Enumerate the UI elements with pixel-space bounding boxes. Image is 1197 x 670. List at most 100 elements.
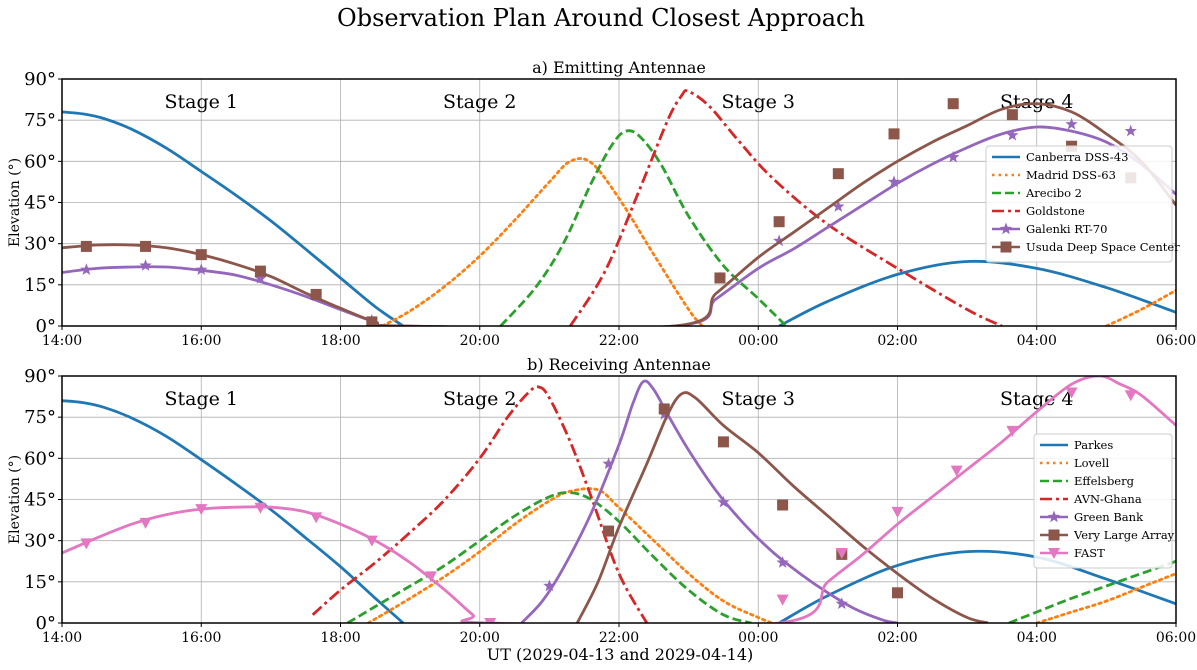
y-tick-label: 90° <box>24 69 56 90</box>
y-tick-label: 90° <box>24 366 56 387</box>
y-tick-label: 45° <box>24 193 56 214</box>
data-point-usuda-deep-space-center <box>888 128 900 140</box>
data-point-green-bank <box>835 597 848 609</box>
legend-label-green-bank: Green Bank <box>1074 510 1144 524</box>
y-axis-label: Elevation (°) <box>7 455 23 544</box>
y-tick-label: 30° <box>24 531 56 552</box>
data-point-galenki-rt-70 <box>139 259 152 271</box>
x-tick-label: 06:00 <box>1156 333 1196 349</box>
data-point-fast <box>1006 425 1019 437</box>
legend-marker-green-bank <box>1047 510 1061 523</box>
figure-title: Observation Plan Around Closest Approach <box>337 4 865 32</box>
y-tick-label: 15° <box>24 275 56 296</box>
series-line-galenki-rt-70 <box>62 125 1176 326</box>
series-line-very-large-array <box>575 391 989 623</box>
legend-label-parkes: Parkes <box>1074 438 1113 452</box>
y-tick-label: 0° <box>36 613 56 634</box>
x-tick-label: 22:00 <box>599 333 639 349</box>
data-point-usuda-deep-space-center <box>1006 109 1018 121</box>
legend-label-effelsberg: Effelsberg <box>1074 474 1135 488</box>
y-tick-label: 15° <box>24 572 56 593</box>
series-line-canberra-dss-43 <box>62 110 404 326</box>
data-point-fast <box>139 517 152 529</box>
data-point-galenki-rt-70 <box>887 175 901 188</box>
data-point-very-large-array <box>658 403 670 415</box>
x-tick-label: 04:00 <box>1017 333 1057 349</box>
stage-label: Stage 1 <box>164 91 238 113</box>
y-tick-label: 30° <box>24 234 56 255</box>
data-point-fast <box>425 571 438 583</box>
legend-label-arecibo-2: Arecibo 2 <box>1025 186 1082 200</box>
x-tick-label: 18:00 <box>320 333 360 349</box>
data-point-usuda-deep-space-center <box>714 272 726 284</box>
x-tick-label: 06:00 <box>1156 630 1196 646</box>
data-point-fast <box>776 594 789 606</box>
data-point-usuda-deep-space-center <box>254 265 266 277</box>
data-point-fast <box>1065 387 1078 399</box>
series-lines <box>62 376 1176 623</box>
data-point-usuda-deep-space-center <box>310 288 322 300</box>
legend-label-usuda-deep-space-center: Usuda Deep Space Center <box>1026 240 1180 254</box>
y-tick-label: 60° <box>24 448 56 469</box>
panel-title: b) Receiving Antennae <box>527 355 711 374</box>
x-tick-label: 02:00 <box>877 333 917 349</box>
legend-marker-fast <box>1048 548 1060 559</box>
data-point-fast <box>891 506 904 518</box>
x-tick-label: 04:00 <box>1017 630 1057 646</box>
data-point-galenki-rt-70 <box>254 272 267 284</box>
stage-label: Stage 2 <box>443 388 517 410</box>
y-tick-label: 60° <box>24 151 56 172</box>
x-tick-label: 02:00 <box>877 630 917 646</box>
data-point-galenki-rt-70 <box>1065 117 1078 130</box>
x-tick-label: 20:00 <box>460 630 500 646</box>
y-axis-label: Elevation (°) <box>7 158 23 247</box>
series-lines <box>62 89 1176 326</box>
series-line-effelsberg <box>1008 559 1176 623</box>
legend-label-very-large-array: Very Large Array <box>1073 528 1175 542</box>
x-tick-label: 00:00 <box>738 333 778 349</box>
data-point-very-large-array <box>603 525 615 537</box>
data-point-fast <box>1124 390 1137 402</box>
data-point-fast <box>80 538 93 550</box>
x-tick-label: 00:00 <box>738 630 778 646</box>
series-line-lovell <box>366 487 774 623</box>
data-point-fast <box>195 504 208 516</box>
data-point-galenki-rt-70 <box>1006 128 1019 141</box>
legend-marker-usuda-deep-space-center <box>1000 241 1012 253</box>
stage-label: Stage 2 <box>443 91 517 113</box>
data-point-usuda-deep-space-center <box>832 168 844 180</box>
x-tick-label: 16:00 <box>181 630 221 646</box>
panel-b: Stage 1 Stage 2 Stage 3 Stage 4 14:00 16:00 18… <box>7 355 1196 646</box>
data-point-green-bank <box>602 457 615 470</box>
legend-label-fast: FAST <box>1074 546 1105 560</box>
data-point-fast <box>950 465 963 477</box>
legend-marker-galenki-rt-70 <box>999 222 1013 235</box>
series-line-parkes <box>62 399 405 623</box>
y-tick-label: 45° <box>24 490 56 511</box>
x-tick-label: 22:00 <box>599 630 639 646</box>
series-line-parkes <box>778 549 1176 623</box>
x-tick-label: 14:00 <box>42 630 82 646</box>
data-point-fast <box>484 618 497 623</box>
legend-box <box>1033 433 1173 569</box>
x-tick-label: 18:00 <box>320 630 360 646</box>
data-point-usuda-deep-space-center <box>195 249 207 261</box>
y-tick-label: 75° <box>24 407 56 428</box>
data-point-very-large-array <box>892 587 903 599</box>
x-axis-label: UT (2029-04-13 and 2029-04-14) <box>487 645 753 664</box>
legend: Parkes Lovell Effelsberg AVN-Ghana Green Ban… <box>1033 433 1175 569</box>
series-line-effelsberg <box>346 491 752 623</box>
panel-a: Stage 1 Stage 2 Stage 3 Stage 414:00 16:00 18… <box>7 58 1196 349</box>
data-point-galenki-rt-70 <box>773 234 786 247</box>
y-tick-label: 75° <box>24 110 56 131</box>
legend-box <box>985 145 1173 263</box>
data-point-galenki-rt-70 <box>947 150 960 163</box>
panel-title: a) Emitting Antennae <box>532 58 706 77</box>
series-line-arecibo-2 <box>499 129 788 326</box>
series-line-usuda-deep-space-center <box>62 102 1176 326</box>
data-point-green-bank <box>717 495 730 508</box>
data-point-very-large-array <box>717 436 729 448</box>
data-point-usuda-deep-space-center <box>947 98 959 110</box>
y-tick-label: 0° <box>36 316 56 337</box>
